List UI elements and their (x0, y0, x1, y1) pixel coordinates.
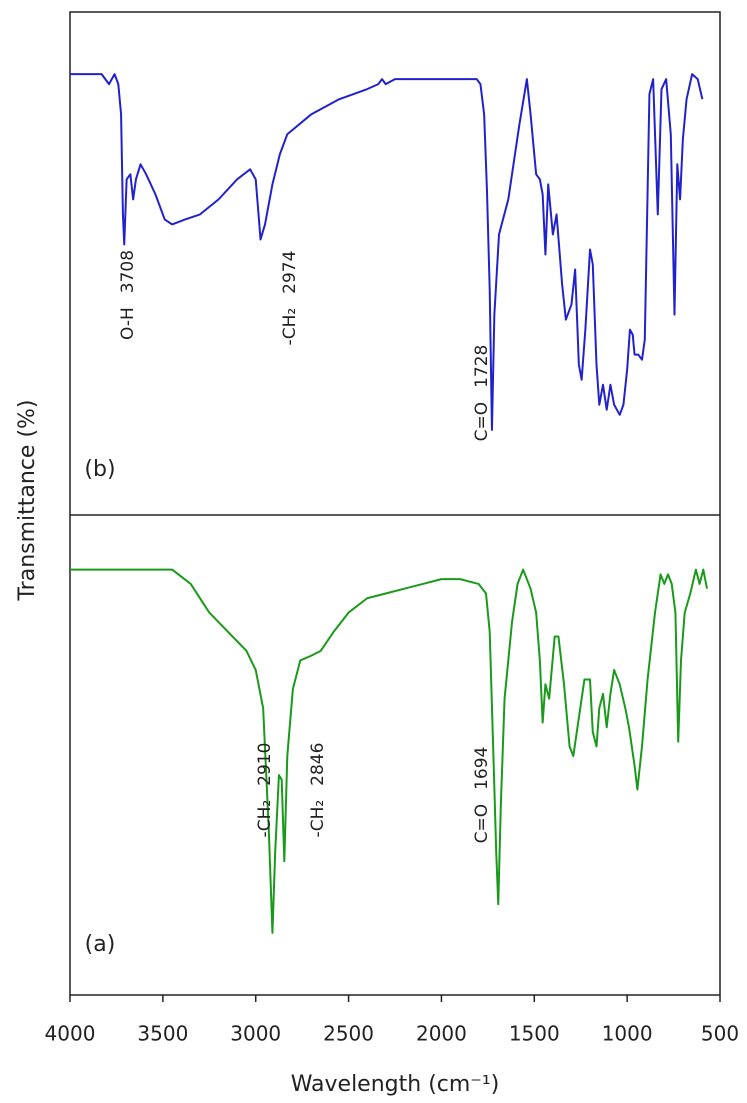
plot-frame (69, 11, 721, 996)
peak-annotation: -CH₂ 2974 (280, 251, 300, 346)
x-tick-label: 3000 (230, 1022, 281, 1046)
peak-wavenumber: 2974 (280, 251, 300, 294)
peak-group: -CH₂ (308, 800, 328, 838)
x-tick-label: 1000 (602, 1022, 653, 1046)
x-tick-label: 500 (701, 1022, 739, 1046)
peak-group: -CH₂ (280, 308, 300, 346)
peak-annotation: -CH₂ 2910 (255, 743, 275, 838)
x-tick-label: 2500 (323, 1022, 374, 1046)
peak-annotation: C=O 1694 (472, 747, 492, 844)
x-tick-label: 3500 (137, 1022, 188, 1046)
peak-group: C=O (472, 804, 492, 844)
peak-group: O-H (118, 307, 138, 340)
x-tick-label: 2000 (416, 1022, 467, 1046)
peak-annotation: C=O 1728 (472, 345, 492, 442)
spectrum-line (70, 73, 704, 431)
x-axis-label: Wavelength (cm⁻¹) (291, 1072, 500, 1097)
peak-annotation: O-H 3708 (118, 250, 138, 340)
x-tick-label: 4000 (45, 1022, 96, 1046)
peak-wavenumber: 2910 (255, 743, 275, 786)
peak-wavenumber: 3708 (118, 250, 138, 293)
peak-group: C=O (472, 402, 492, 442)
panel-label: (b) (84, 457, 115, 482)
peak-wavenumber: 2846 (308, 743, 328, 786)
peak-group: -CH₂ (255, 800, 275, 838)
x-tick-label: 1500 (509, 1022, 560, 1046)
peak-wavenumber: 1728 (472, 345, 492, 388)
spectrum-line (70, 568, 708, 934)
peak-annotation: -CH₂ 2846 (308, 743, 328, 838)
panel-label: (a) (85, 932, 116, 957)
y-axis-label: Transmittance (%) (15, 399, 40, 601)
peak-wavenumber: 1694 (472, 747, 492, 790)
